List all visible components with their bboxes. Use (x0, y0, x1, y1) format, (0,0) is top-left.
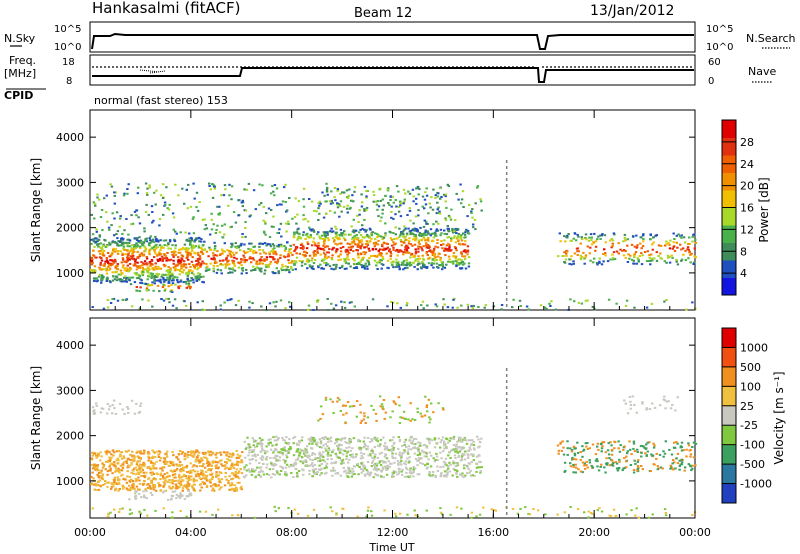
colorbar-tick-label: 25 (740, 400, 754, 413)
colorbar-tick-label: -25 (740, 419, 758, 432)
velocity-cbar-label: Velocity [m s⁻¹] (772, 371, 786, 464)
x-tick-label: 00:00 (74, 526, 106, 539)
colorbar-segment (722, 260, 736, 278)
nsky-label: N.Sky (4, 32, 36, 45)
station-title: Hankasalmi (fitACF) (92, 0, 240, 17)
colorbar-segment (722, 405, 736, 426)
velocity-ylabel: Slant Range [km] (29, 366, 43, 470)
colorbar-segment (722, 172, 736, 191)
beam-title: Beam 12 (354, 6, 412, 21)
y-tick-label: 1000 (56, 475, 84, 488)
date-title: 13/Jan/2012 (590, 3, 674, 19)
y-tick-label: 3000 (56, 176, 84, 189)
colorbar-segment (722, 347, 736, 368)
time-axis: 00:00 04:00 08:00 12:00 16:00 20:00 00:00 (74, 110, 711, 539)
colorbar-segment (722, 425, 736, 446)
x-tick-label: 16:00 (477, 526, 509, 539)
freq-tick-bottom: 8 (66, 76, 72, 87)
y-tick-label: 2000 (56, 222, 84, 235)
colorbar-tick-label: 4 (740, 267, 747, 280)
colorbar-segment (722, 464, 736, 485)
y-tick-label: 2000 (56, 430, 84, 443)
y-tick-label: 3000 (56, 384, 84, 397)
colorbar-tick-label: 24 (740, 158, 754, 171)
velocity-panel: 1000 2000 3000 4000 Slant Range [km] (29, 317, 698, 519)
colorbar-segment (722, 137, 736, 156)
nsearch-tick-bottom: 10^0 (706, 42, 733, 53)
nsky-tick-top: 10^5 (54, 24, 81, 35)
x-tick-label: 00:00 (679, 526, 711, 539)
power-cbar-label: Power [dB] (757, 177, 771, 242)
colorbar-tick-label: 16 (740, 202, 754, 215)
x-tick-label: 20:00 (578, 526, 610, 539)
colorbar-tick-label: 1000 (740, 341, 768, 354)
colorbar-segment (722, 120, 736, 138)
power-heatmap (90, 160, 697, 312)
power-panel: 1000 2000 3000 4000 Slant Range [km] (29, 109, 697, 312)
freq-label: Freq. (9, 54, 36, 67)
colorbar-segment (722, 225, 736, 243)
nsky-panel: N.Sky 10^5 10^0 10^5 10^0 N.Search (4, 21, 796, 53)
power-colorbar: 4 8 12 16 20 24 28 (721, 119, 754, 296)
nsearch-label: N.Search (746, 32, 796, 45)
freq-unit: [MHz] (4, 67, 36, 80)
x-axis-label: Time UT (368, 541, 414, 554)
colorbar-segment (722, 207, 736, 226)
velocity-heatmap (90, 368, 698, 519)
freq-panel: Freq. [MHz] 18 8 60 0 Nave (4, 54, 776, 87)
colorbar-tick-label: -1000 (740, 478, 772, 491)
x-tick-label: 12:00 (377, 526, 409, 539)
colorbar-tick-label: 28 (740, 136, 754, 149)
nave-tick-bottom: 0 (708, 76, 714, 87)
y-tick-label: 4000 (56, 131, 84, 144)
colorbar-segment (722, 190, 736, 208)
colorbar-segment (722, 483, 736, 504)
colorbar-tick-label: 20 (740, 180, 754, 193)
x-tick-label: 08:00 (276, 526, 308, 539)
power-ylabel: Slant Range [km] (29, 158, 43, 262)
colorbar-tick-label: 500 (740, 361, 761, 374)
cpid-value: normal (fast stereo) 153 (94, 94, 228, 107)
colorbar-tick-label: -500 (740, 458, 765, 471)
colorbar-segment (722, 328, 736, 348)
cpid-label: CPID (4, 89, 33, 102)
colorbar-tick-label: 12 (740, 223, 754, 236)
colorbar-segment (722, 386, 736, 407)
colorbar-tick-label: 100 (740, 380, 761, 393)
colorbar-tick-label: -100 (740, 439, 765, 452)
colorbar-tick-label: 8 (740, 245, 747, 258)
nsearch-tick-top: 10^5 (706, 24, 733, 35)
nave-label: Nave (748, 65, 776, 78)
colorbar-segment (722, 444, 736, 465)
nsky-tick-bottom: 10^0 (54, 42, 81, 53)
y-tick-label: 1000 (56, 267, 84, 280)
freq-tick-top: 18 (62, 57, 75, 68)
y-tick-label: 4000 (56, 339, 84, 352)
nave-tick-top: 60 (708, 57, 721, 68)
velocity-colorbar: 1000 500 100 25 -25 -100 -500 -1000 (721, 327, 772, 504)
colorbar-segment (722, 366, 736, 387)
x-tick-label: 04:00 (175, 526, 207, 539)
colorbar-segment (722, 277, 736, 296)
